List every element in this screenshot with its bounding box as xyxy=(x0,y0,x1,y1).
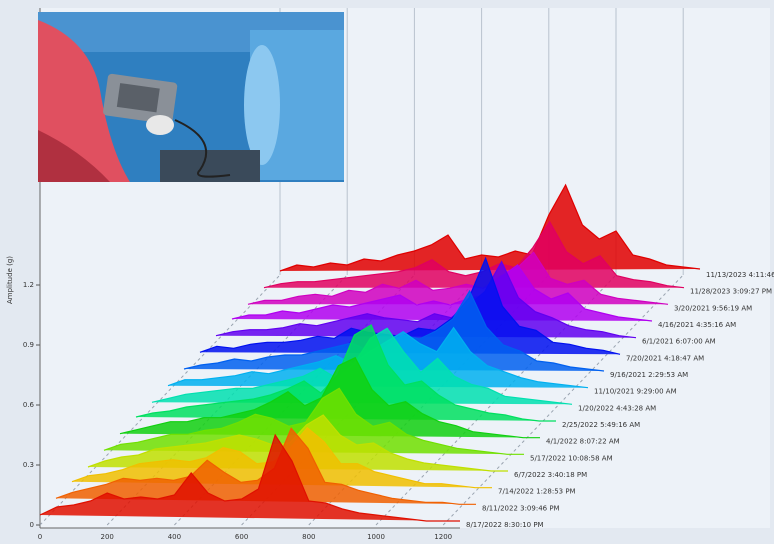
x-tick-label: 200 xyxy=(101,533,114,541)
y-tick-label: 0.9 xyxy=(23,341,34,349)
y-axis-label: Amplitude (g) xyxy=(6,256,14,304)
series-label: 4/1/2022 8:07:22 AM xyxy=(546,438,620,446)
series-label: 11/13/2023 4:11:46 PM xyxy=(706,271,774,279)
x-tick-label: 0 xyxy=(38,533,42,541)
chart: Amplitude (g) 0 0.3 0.6 0.9 1.2 0 200 400 600 800… xyxy=(0,0,774,544)
y-tick-label: 0.6 xyxy=(23,401,35,409)
series-label: 11/10/2021 9:29:00 AM xyxy=(594,388,677,396)
series-label: 1/20/2022 4:43:28 AM xyxy=(578,404,656,412)
series-label: 8/17/2022 8:30:10 PM xyxy=(466,521,544,529)
series-label: 8/11/2022 3:09:46 PM xyxy=(482,504,560,512)
series-label: 9/16/2021 2:29:53 AM xyxy=(610,371,688,379)
series-label: 11/28/2023 3:09:27 PM xyxy=(690,288,772,296)
series-label: 4/16/2021 4:35:16 AM xyxy=(658,321,736,329)
x-tick-label: 800 xyxy=(302,533,315,541)
series-label: 7/20/2021 4:18:47 AM xyxy=(626,354,704,362)
series-label: 5/17/2022 10:08:58 AM xyxy=(530,454,613,462)
photo-inset xyxy=(38,12,344,182)
y-tick-label: 1.2 xyxy=(23,281,34,289)
y-tick-label: 0 xyxy=(30,521,34,529)
x-tick-label: 1200 xyxy=(434,533,452,541)
series-label: 7/14/2022 1:28:53 PM xyxy=(498,488,576,496)
y-tick-label: 0.3 xyxy=(23,461,34,469)
x-tick-label: 1000 xyxy=(367,533,385,541)
x-tick-label: 400 xyxy=(168,533,181,541)
photo-glove xyxy=(146,115,174,135)
series-label: 2/25/2022 5:49:16 AM xyxy=(562,421,640,429)
series-label: 6/1/2021 6:07:00 AM xyxy=(642,338,716,346)
photo-shaft xyxy=(244,45,280,165)
series-label: 6/7/2022 3:40:18 PM xyxy=(514,471,587,479)
series-label: 3/20/2021 9:56:19 AM xyxy=(674,304,752,312)
x-tick-label: 600 xyxy=(235,533,248,541)
